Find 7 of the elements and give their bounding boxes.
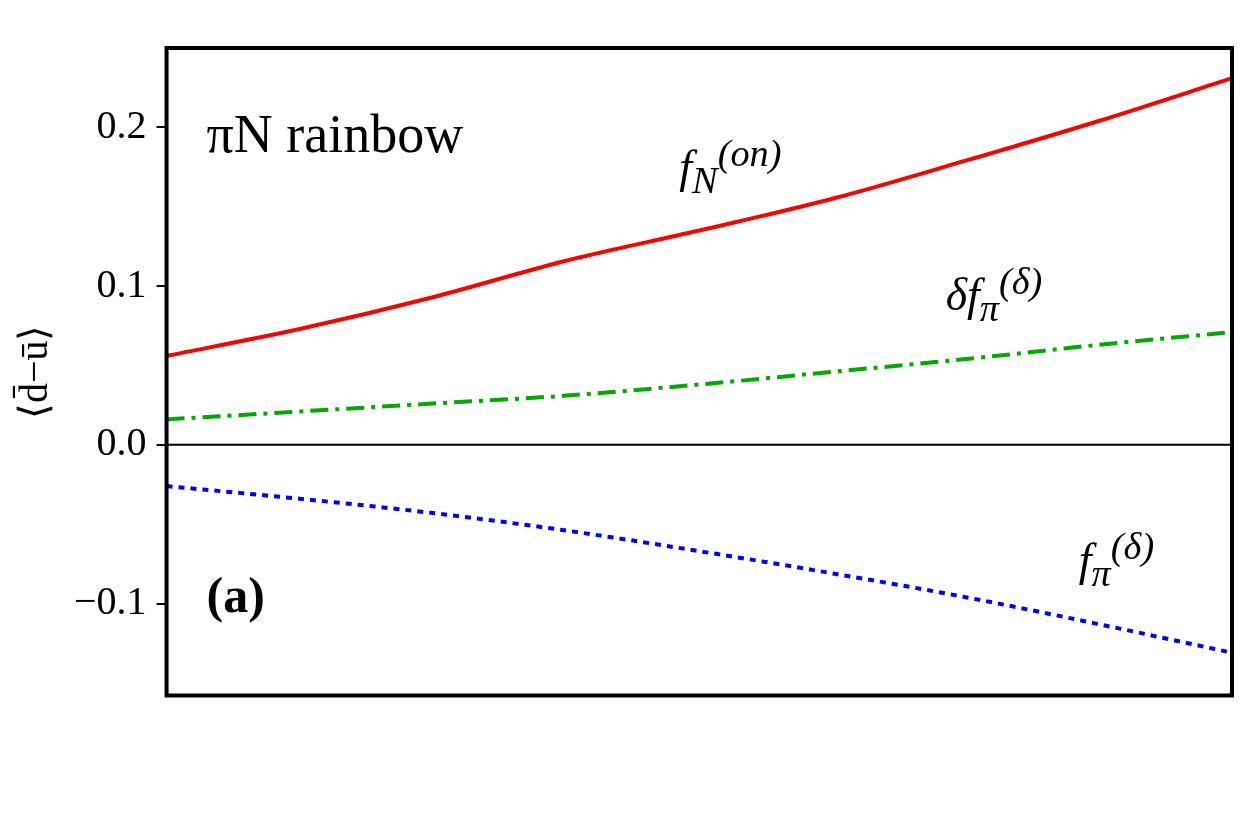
y-tick-label: 0.1 (96, 260, 147, 306)
y-tick-label: 0.2 (96, 101, 147, 147)
y-axis-title: ⟨d̄−ū⟩ (10, 324, 56, 420)
y-tick-label: −0.1 (74, 578, 147, 624)
annotation: πN rainbow (206, 103, 464, 165)
annotation: (a) (206, 565, 265, 624)
y-tick-label: 0.0 (96, 419, 147, 465)
